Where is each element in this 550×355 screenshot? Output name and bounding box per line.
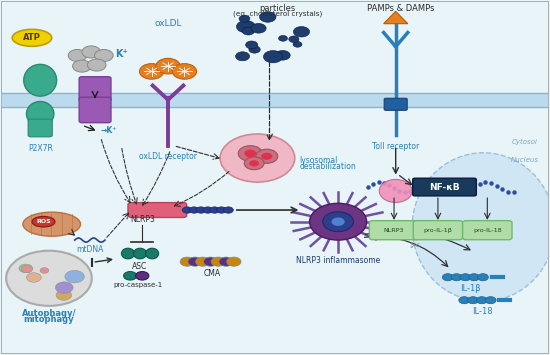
Circle shape [211,257,226,266]
FancyBboxPatch shape [463,221,512,240]
Text: (eg.,cholesterol crystals): (eg.,cholesterol crystals) [233,11,322,17]
Circle shape [156,58,180,74]
Circle shape [260,12,276,22]
Text: particles: particles [260,4,296,13]
Ellipse shape [122,248,135,259]
Circle shape [26,273,41,282]
Circle shape [189,207,199,213]
Text: ATP: ATP [23,33,41,42]
Ellipse shape [26,102,54,126]
Circle shape [476,297,487,304]
Text: oxLDL receptor: oxLDL receptor [139,152,197,161]
Text: →K⁺: →K⁺ [101,126,117,135]
FancyBboxPatch shape [413,221,463,240]
Circle shape [289,36,299,43]
Text: IL-18: IL-18 [472,307,493,316]
Text: CMA: CMA [204,269,221,278]
Text: mitophagy: mitophagy [24,315,74,324]
Circle shape [236,21,255,33]
Circle shape [227,257,241,266]
Text: pro-caspase-1: pro-caspase-1 [113,282,162,288]
FancyBboxPatch shape [412,178,476,196]
Text: ASC: ASC [133,262,147,271]
Circle shape [82,46,101,58]
Ellipse shape [32,217,55,227]
Circle shape [323,212,354,231]
Circle shape [210,207,219,213]
Circle shape [87,59,106,71]
Text: pro-IL-18: pro-IL-18 [473,228,502,233]
Text: Cytosol: Cytosol [512,139,537,145]
Text: lysosomal: lysosomal [300,156,338,165]
Ellipse shape [136,272,149,280]
Circle shape [40,268,49,273]
Circle shape [310,203,367,240]
Circle shape [196,207,206,213]
Circle shape [249,46,260,53]
FancyBboxPatch shape [79,77,111,102]
Circle shape [182,207,192,213]
Circle shape [261,153,272,160]
Circle shape [485,297,496,304]
FancyBboxPatch shape [79,97,111,123]
Circle shape [332,218,345,226]
Circle shape [244,157,264,170]
Text: destabilization: destabilization [300,162,356,171]
Text: IL-1β: IL-1β [460,284,481,293]
Circle shape [244,149,256,157]
Text: ✂: ✂ [410,240,420,253]
Circle shape [56,290,72,300]
Ellipse shape [24,64,57,96]
Text: Nucleus: Nucleus [510,157,538,163]
Text: Toll receptor: Toll receptor [372,142,419,151]
Circle shape [21,265,32,273]
Circle shape [219,257,233,266]
Text: P2X7R: P2X7R [28,144,53,153]
Circle shape [204,257,218,266]
Circle shape [275,50,290,60]
Text: PAMPs & DAMPs: PAMPs & DAMPs [367,4,435,13]
Circle shape [477,274,488,281]
Ellipse shape [146,248,159,259]
Circle shape [278,36,288,41]
Text: NLRP3 inflammasome: NLRP3 inflammasome [296,256,380,265]
Circle shape [251,23,266,33]
Circle shape [172,64,196,79]
Circle shape [238,146,262,161]
Circle shape [65,271,84,283]
Circle shape [223,207,233,213]
Circle shape [293,42,302,47]
Circle shape [293,27,310,37]
FancyBboxPatch shape [28,119,52,137]
Circle shape [196,257,210,266]
Circle shape [460,274,471,281]
Circle shape [180,257,194,266]
Ellipse shape [23,212,80,236]
FancyBboxPatch shape [370,221,419,240]
Ellipse shape [134,248,147,259]
Circle shape [73,60,91,72]
Circle shape [56,282,73,293]
Text: NLRP3: NLRP3 [384,228,404,233]
Circle shape [459,297,470,304]
Circle shape [239,15,250,22]
Circle shape [6,251,92,306]
Text: K⁺: K⁺ [115,49,128,59]
Ellipse shape [379,179,412,202]
Circle shape [188,257,202,266]
Circle shape [220,134,295,182]
Text: Autophagy/: Autophagy/ [21,309,76,318]
Circle shape [235,52,250,61]
FancyBboxPatch shape [128,203,186,218]
Ellipse shape [124,272,137,280]
Circle shape [256,149,278,163]
Circle shape [249,160,259,166]
Circle shape [469,274,480,281]
Text: pro-IL-1β: pro-IL-1β [424,228,452,233]
Text: oxLDL: oxLDL [154,19,182,28]
Circle shape [468,297,478,304]
Text: ROS: ROS [36,219,51,224]
Circle shape [263,50,283,63]
Circle shape [95,49,113,61]
